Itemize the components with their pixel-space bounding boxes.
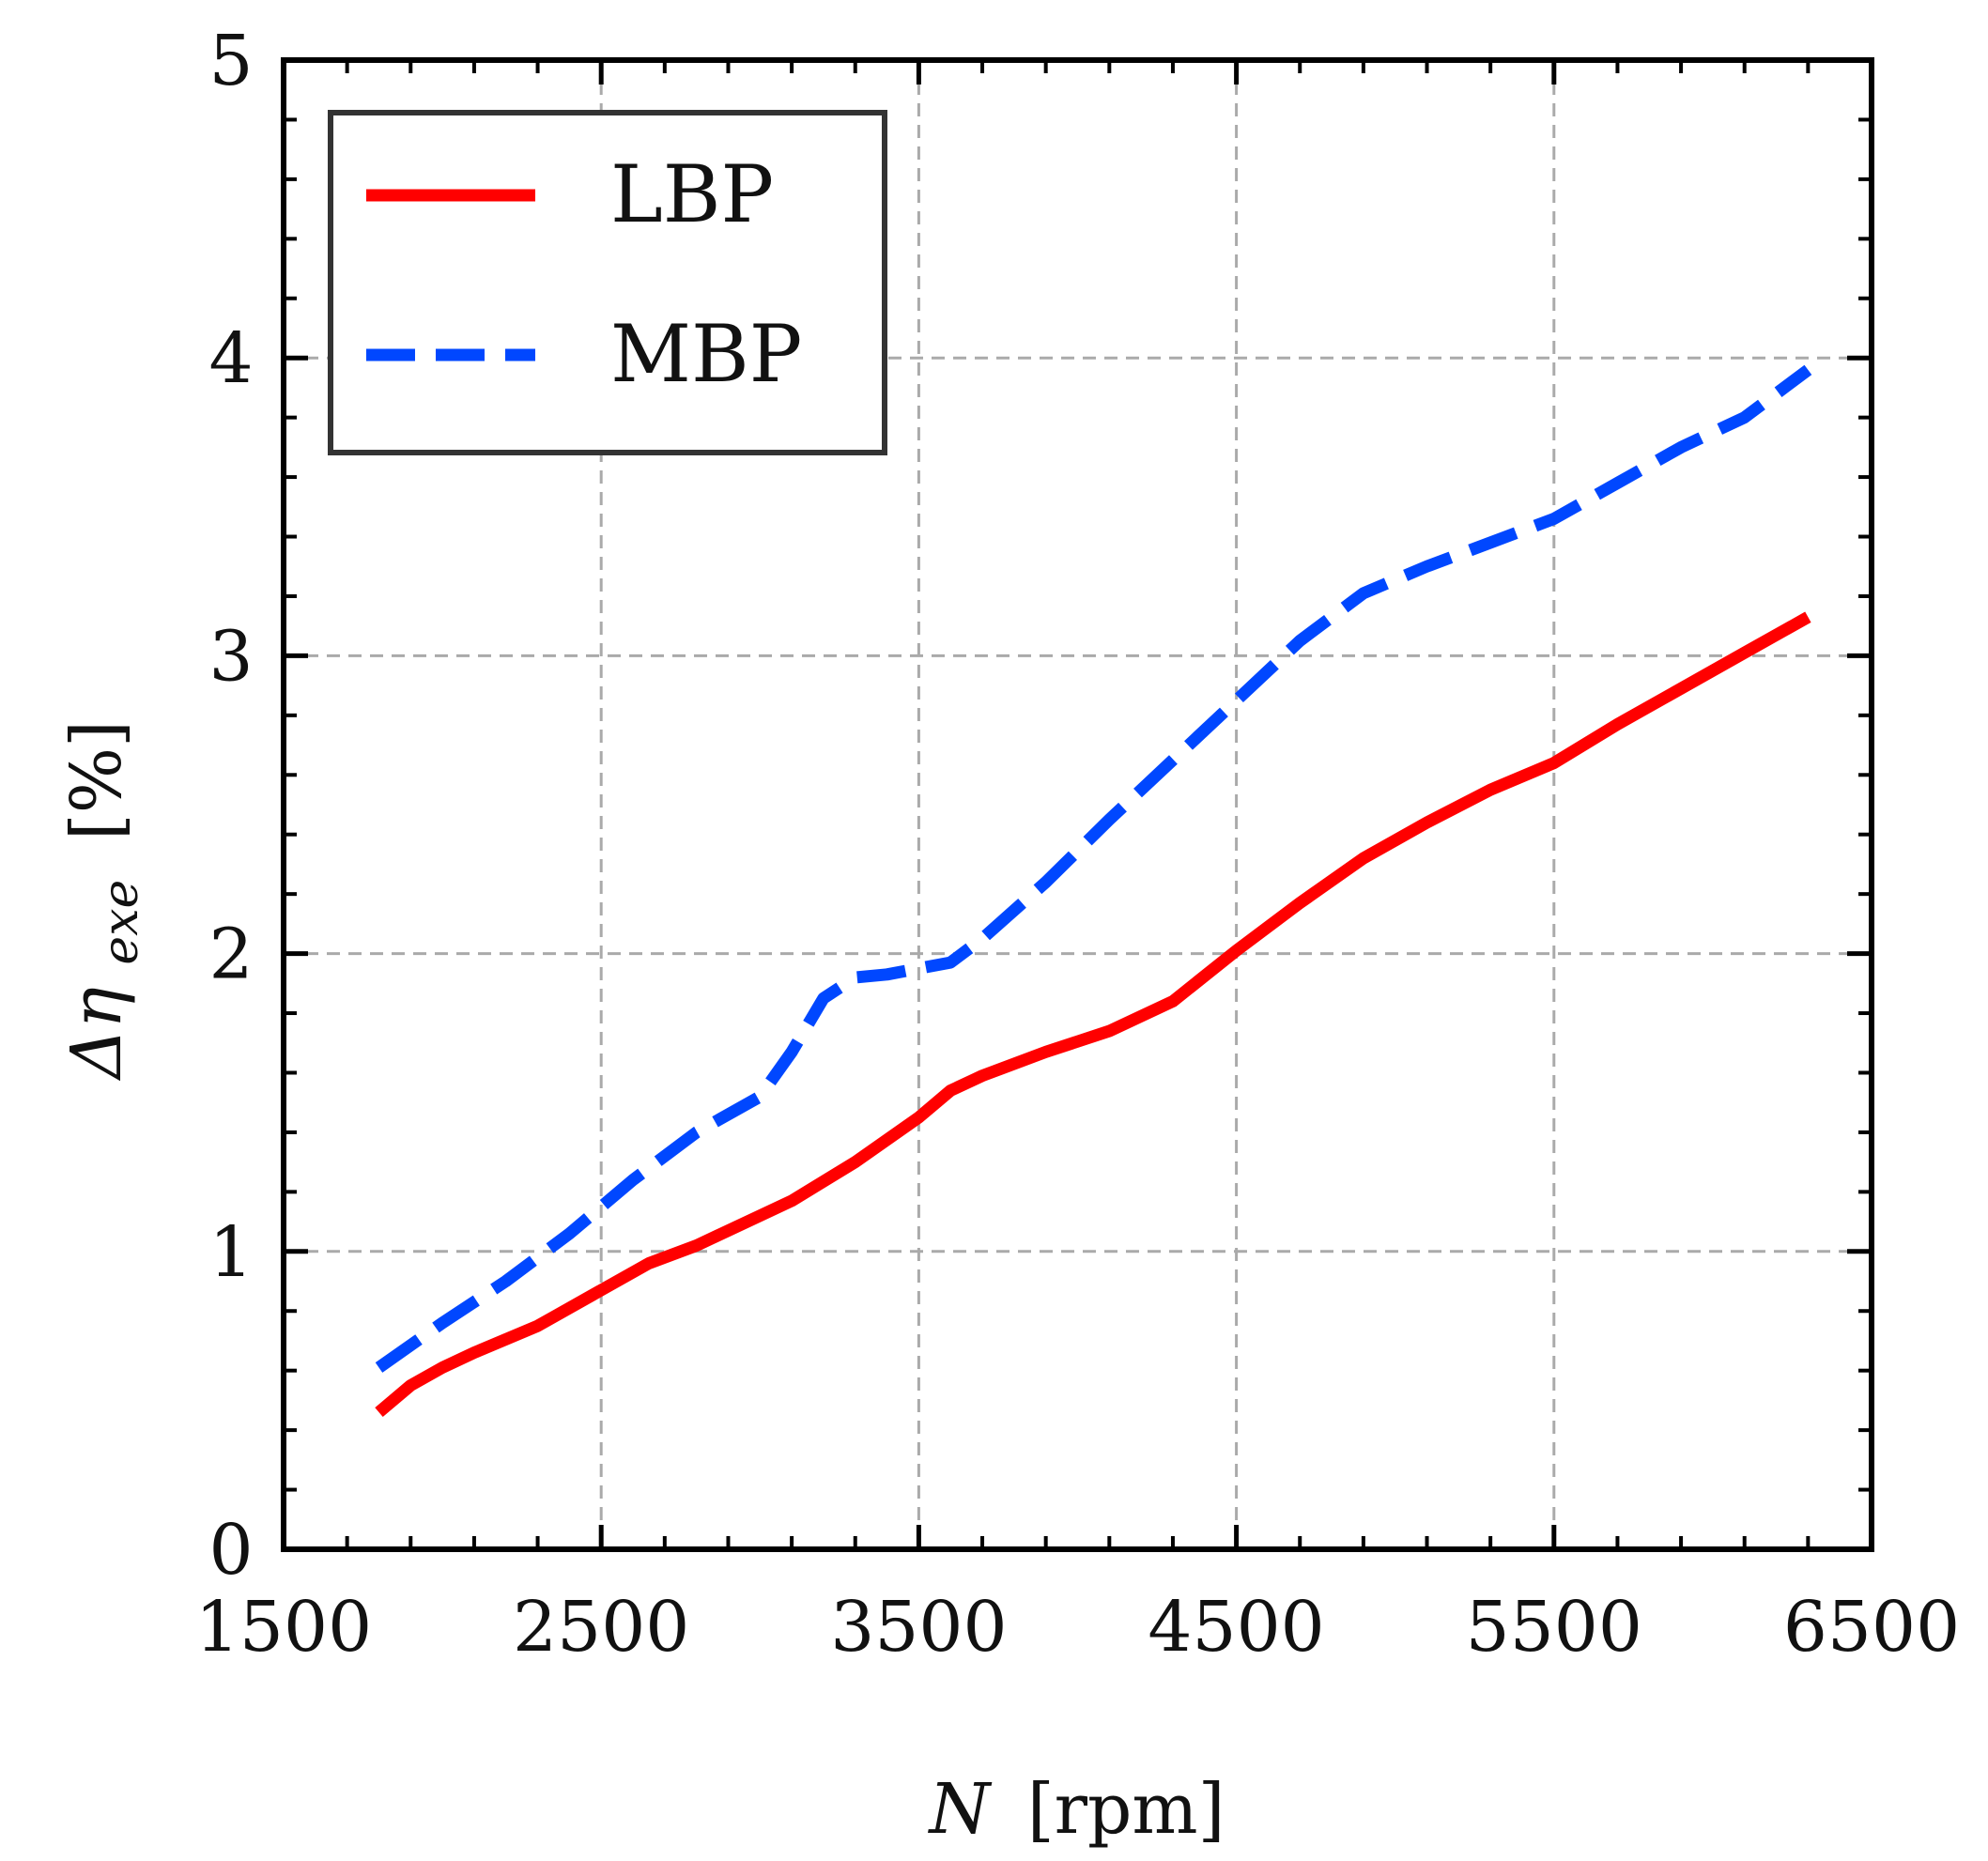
- y-tick-label: 0: [208, 1510, 253, 1591]
- series-line-mbp: [375, 364, 1812, 1373]
- plot-frame: [281, 57, 1874, 1552]
- x-tick-label: 5500: [1466, 1587, 1642, 1668]
- y-axis-label: Δη exe [%]: [56, 720, 154, 1082]
- y-axis-unit: [%]: [56, 720, 137, 840]
- y-tick-label: 2: [208, 915, 253, 995]
- x-axis-label: N [rpm]: [928, 1769, 1225, 1850]
- x-tick-label: 3500: [830, 1587, 1007, 1668]
- x-axis-variable: N: [928, 1769, 993, 1850]
- x-tick-label: 2500: [513, 1587, 689, 1668]
- y-tick-label: 5: [208, 21, 253, 101]
- legend-box: [328, 110, 887, 455]
- legend: LBP MBP: [328, 110, 887, 455]
- y-tick-label: 1: [208, 1212, 253, 1293]
- x-axis-unit: [rpm]: [1027, 1769, 1225, 1850]
- legend-label-mbp: MBP: [610, 308, 802, 400]
- y-axis-symbol: Δη: [56, 987, 137, 1082]
- legend-label-lbp: LBP: [610, 148, 774, 240]
- x-tick-label: 6500: [1783, 1587, 1960, 1668]
- y-tick-label: 3: [208, 616, 253, 697]
- x-tick-label: 4500: [1148, 1587, 1324, 1668]
- y-axis-subscript: exe: [93, 880, 149, 965]
- x-tick-label: 1500: [195, 1587, 372, 1668]
- y-tick-label: 4: [208, 318, 253, 399]
- series-group: [375, 364, 1812, 1418]
- x-tick-labels: 1500 2500 3500 4500 5500 6500: [195, 1587, 1960, 1668]
- series-line-lbp: [375, 611, 1811, 1418]
- y-tick-labels: 0 1 2 3 4 5: [208, 21, 253, 1591]
